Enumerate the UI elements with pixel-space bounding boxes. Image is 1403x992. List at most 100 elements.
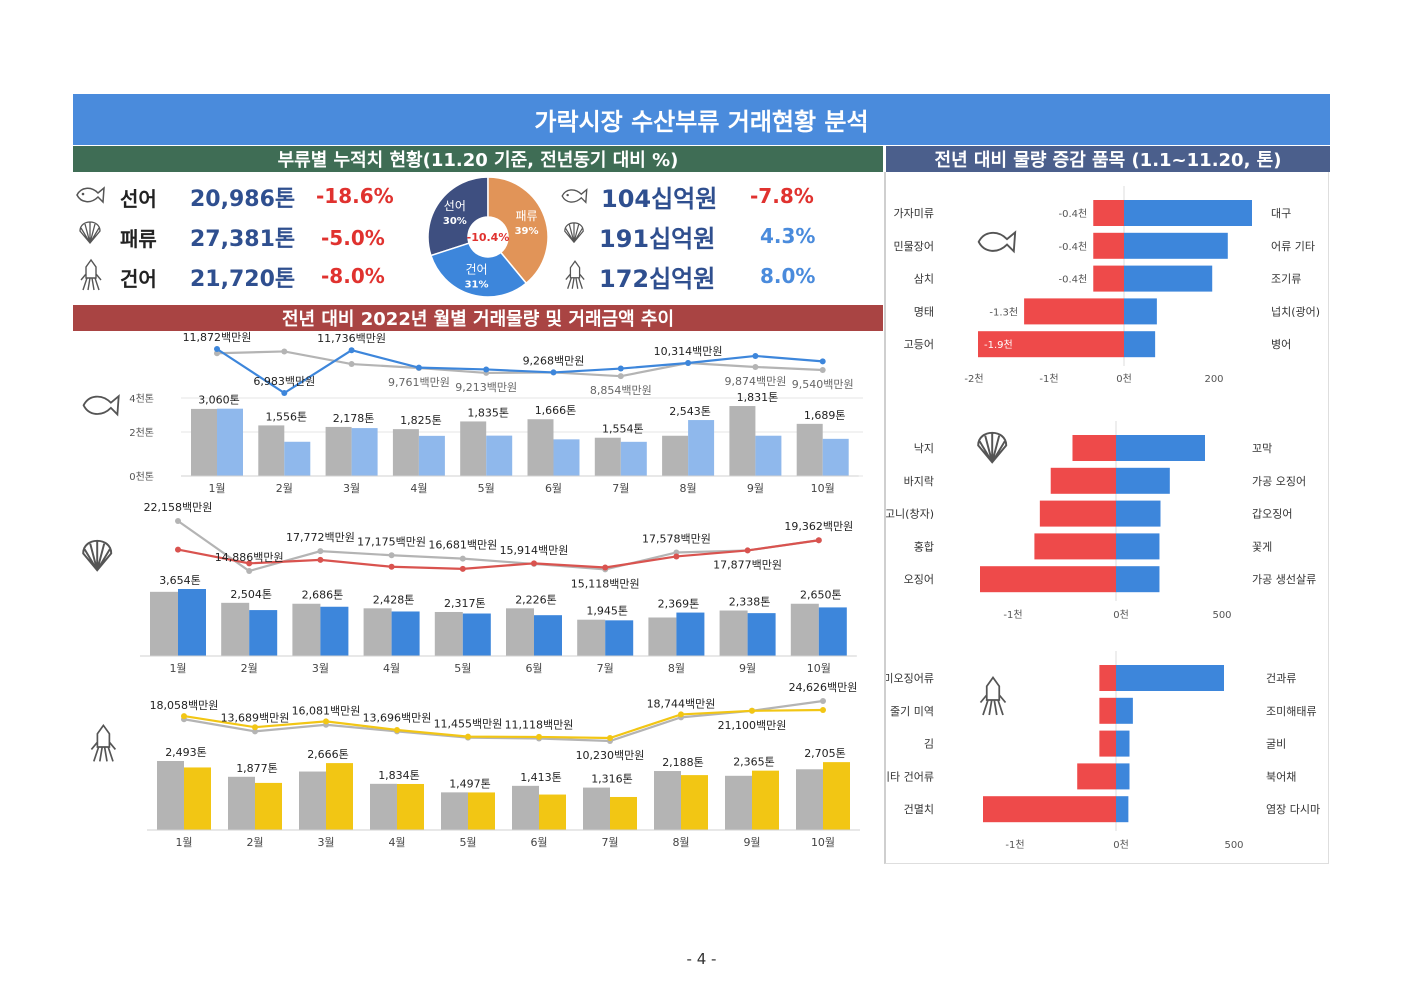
bar-2021 [662,435,689,476]
pie-slice-pct: 39% [515,226,539,237]
increase-bar [1116,763,1130,790]
bar-2022 [747,613,776,656]
summary-amount-row-dry: 172십억원 8.0% [560,258,860,294]
pie-center-label: -10.4% [467,231,510,244]
bar-2021 [796,423,823,476]
pie-slice-2 [429,242,528,298]
summary-amount: 172십억원 [599,265,716,293]
decrease-item-label: 민물장어 [894,240,934,253]
bar-label: 2,369톤 [658,598,700,611]
monthly-chart-건어: 2,493톤 1월 1,877톤 2월 2,666톤 3월 1,834톤 4월 1,497톤 5월… [90,681,860,849]
line-label: 15,118백만원 [571,577,640,590]
bar-label: 1,825톤 [400,414,442,427]
x-tick-label: 6월 [530,836,547,849]
x-tick-label: 4월 [388,836,405,849]
bar-label: 2,428톤 [373,593,415,606]
line-point [323,718,329,725]
bar-2022 [818,607,847,656]
section-monthly-title: 전년 대비 2022년 월별 거래물량 및 거래금액 추이 [73,305,883,331]
bar-2021 [512,785,539,830]
bar-label: 2,686톤 [302,589,344,602]
x-tick-label: 10월 [807,662,831,675]
line-2022 [216,348,823,395]
x-tick-label: 200 [1204,374,1223,385]
bar-2022 [326,763,353,830]
category-share-pie: 선어 30% 패류 39% 건어 31% -10.4% [427,176,549,298]
decrease-bar [1039,500,1116,527]
pie-slice-label: 패류 [516,209,538,223]
bar-2022 [462,613,491,656]
x-tick-label: 1월 [208,482,225,495]
bar-2021 [719,610,748,656]
y-tick-label: 2천톤 [129,427,154,439]
y-tick-label: 0천톤 [129,471,154,483]
x-tick-label: 6월 [525,662,542,675]
bar-label: 1,689톤 [804,409,846,422]
line-label-2022: 9,268백만원 [523,354,585,367]
bar-2021 [796,769,823,830]
category-icon [82,394,120,417]
x-tick-label: 5월 [459,836,476,849]
line-label: 24,626백만원 [789,681,858,694]
line-label: 18,058백만원 [150,699,219,712]
bar-label: 2,338톤 [729,596,771,609]
increase-bar [1124,298,1157,325]
line-label-2021: 9,213백만원 [455,381,517,394]
line-point [678,711,684,718]
line-label: 17,578백만원 [642,532,711,545]
x-tick-label: 500 [1224,840,1243,851]
x-tick-label: 1월 [169,662,186,675]
decrease-item-label: 낙지 [914,442,934,455]
bar-2022 [752,770,779,830]
bar-2021 [157,761,184,830]
line-point [685,360,692,367]
line-label: 11,118백만원 [505,719,574,732]
increase-bar [1116,796,1129,823]
line-point [749,707,755,714]
line-label-2021: 9,540백만원 [792,378,854,391]
line-point [820,698,826,704]
bar-label: 3,060톤 [198,394,240,407]
bar-2021 [527,419,554,476]
x-tick-label: 1월 [175,836,192,849]
x-tick-label: 0천 [1113,839,1129,851]
bar-2021 [648,617,677,656]
increase-item-label: 건과류 [1266,672,1296,685]
line-point [281,390,288,396]
summary-volume-change: -5.0% [321,226,385,250]
decrease-bar [980,566,1116,593]
increase-item-label: 굴비 [1266,738,1286,751]
bar-2022 [620,441,647,476]
summary-row-fish: 선어 20,986톤 -18.6% [73,178,394,214]
bar-2022 [610,796,637,830]
line-point [252,724,258,731]
decrease-item-label: 고니(창자) [886,508,934,521]
line-point [348,361,355,368]
increase-bar [1116,665,1224,691]
bar-2022 [418,435,445,476]
bar-label: 1,497톤 [449,777,491,790]
decrease-bar [1034,533,1116,560]
monthly-charts: 0천톤 2천톤 4천톤 3,060톤 1월 1,556톤 2월 2,178톤 3월 1,825톤 4… [82,331,863,849]
x-tick-label: 5월 [478,482,495,495]
decrease-bar [978,331,1124,358]
bar-label: 2,650톤 [800,589,842,602]
line-point [820,706,826,713]
fish-icon [75,184,105,210]
line-point [415,364,422,371]
squid-icon [564,258,586,296]
increase-item-label: 조미해태류 [1266,704,1317,718]
bar-label: 2,178톤 [333,412,375,425]
line-label-2022: 10,314백만원 [654,345,723,358]
bar-2022 [755,435,782,476]
pie-slice-pct: 30% [443,216,467,227]
decrease-item-label: 오징어 [904,573,934,586]
line-point [483,366,490,373]
bar-2022 [605,620,634,656]
x-tick-label: 4월 [383,662,400,675]
decrease-item-label: 홍합 [914,539,934,553]
bar-2021 [299,771,326,830]
bar-2021 [434,611,463,656]
summary-amount-change: 4.3% [760,224,816,248]
x-tick-label: 6월 [545,482,562,495]
